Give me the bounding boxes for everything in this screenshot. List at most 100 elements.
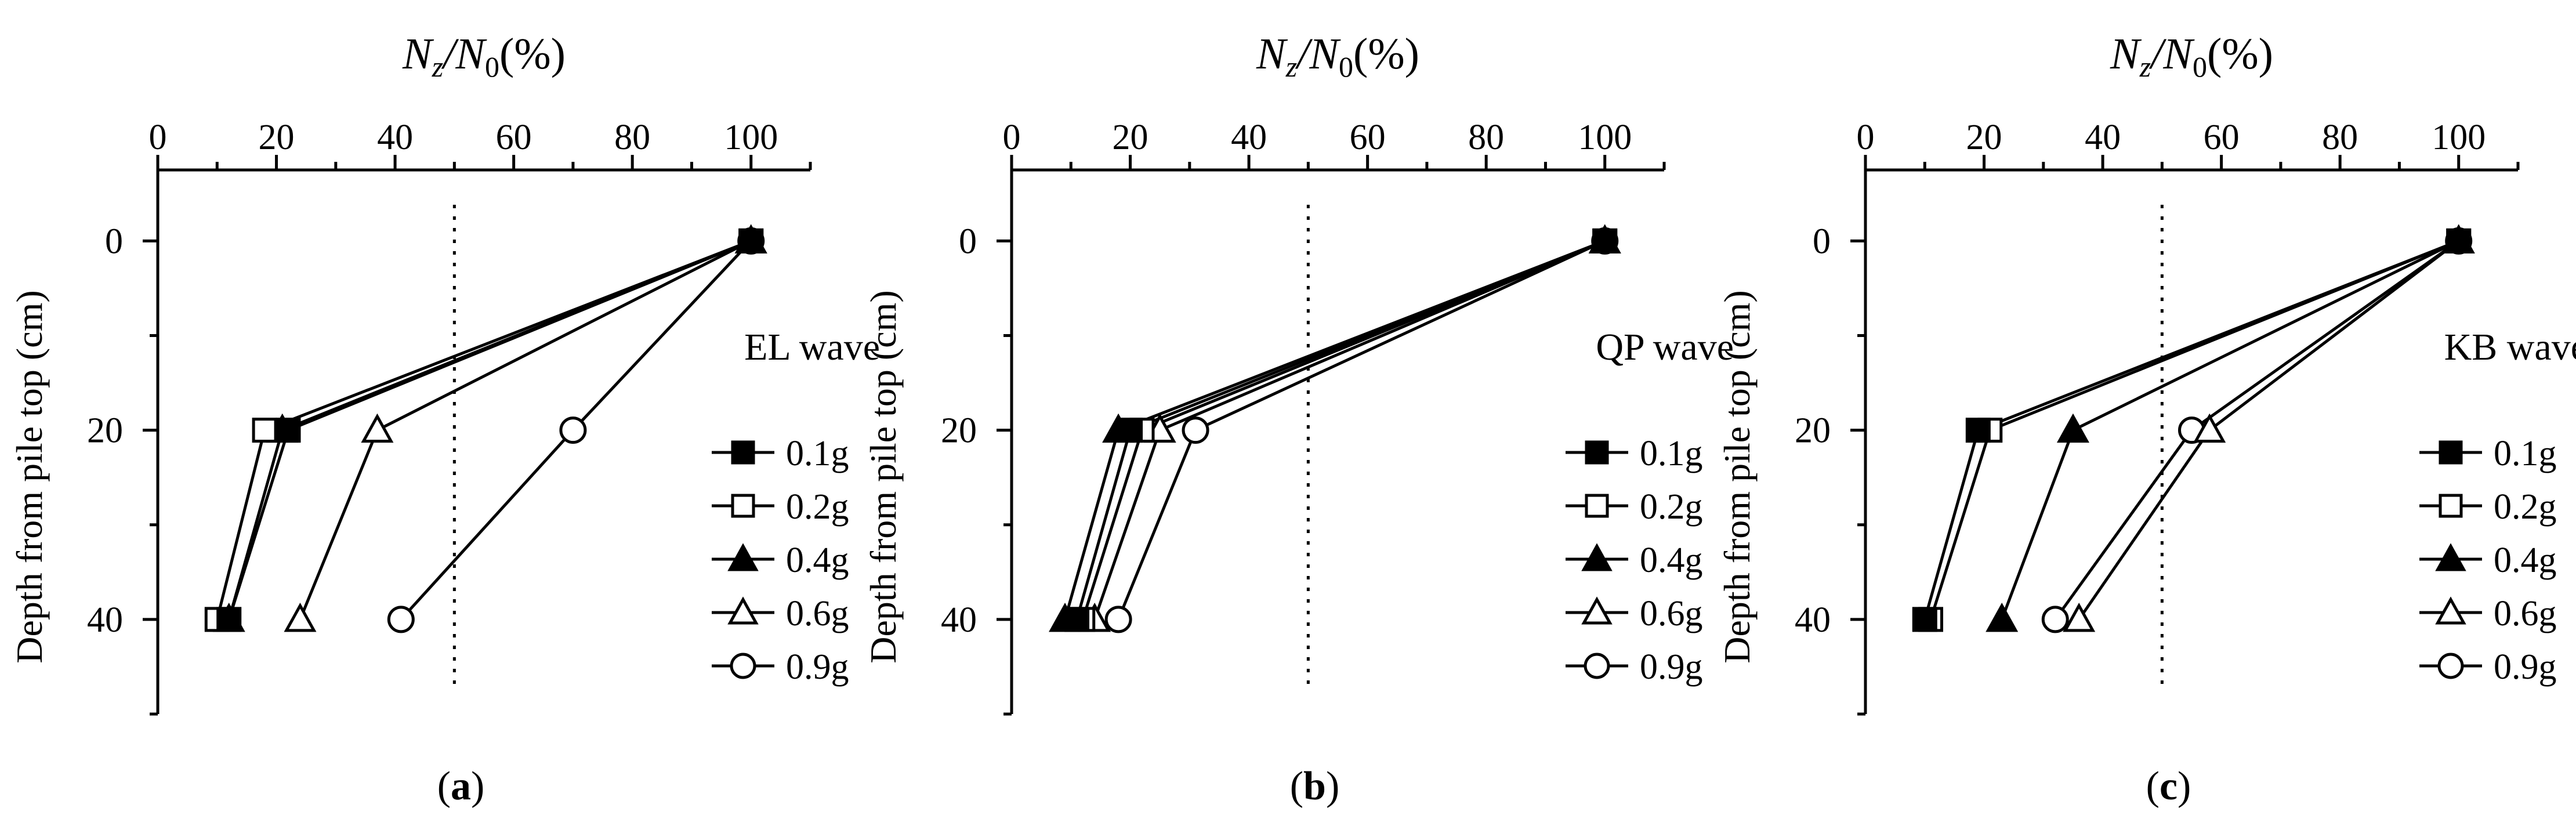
y-axis-title: Depth from pile top (cm) bbox=[1716, 290, 1758, 663]
x-tick-label: 40 bbox=[1231, 118, 1267, 157]
legend-item: 0.9g bbox=[712, 647, 849, 687]
legend-label: 0.6g bbox=[786, 594, 849, 633]
y-tick-label: 0 bbox=[959, 222, 977, 261]
x-tick-label: 60 bbox=[1350, 118, 1386, 157]
panel-caption-letter: b bbox=[1303, 764, 1326, 809]
legend-label: 0.4g bbox=[1640, 541, 1703, 580]
legend-label: 0.4g bbox=[2494, 541, 2557, 580]
panel-caption-letter: c bbox=[2160, 764, 2178, 809]
marker-circle-open bbox=[1182, 416, 1209, 444]
wave-label: KB wave bbox=[2444, 326, 2576, 368]
x-tick-label: 0 bbox=[1857, 118, 1875, 157]
panel-caption: (a) bbox=[437, 764, 485, 809]
x-tick-label: 80 bbox=[614, 118, 650, 157]
marker-triangle-filled bbox=[1986, 602, 2019, 632]
legend-item: 0.2g bbox=[2419, 487, 2557, 527]
x-axis-title: Nz/N0(%) bbox=[1256, 30, 1419, 83]
series-line-0.4g bbox=[227, 240, 752, 620]
marker-square-filled bbox=[738, 228, 764, 253]
x-tick-label: 40 bbox=[2085, 118, 2121, 157]
marker-square-filled bbox=[1912, 607, 1937, 632]
marker-square-filled bbox=[276, 418, 301, 443]
x-tick-label: 60 bbox=[496, 118, 532, 157]
marker-triangle-open bbox=[1581, 596, 1613, 625]
x-tick-label: 20 bbox=[1113, 118, 1148, 157]
x-axis-title-sub0: 0 bbox=[1339, 50, 1353, 83]
legend-label: 0.6g bbox=[2494, 594, 2557, 633]
legend-label: 0.2g bbox=[786, 487, 849, 527]
legend-item: 0.6g bbox=[1566, 594, 1703, 633]
x-axis-title-mid: /N bbox=[1295, 30, 1341, 78]
y-tick-label: 20 bbox=[941, 411, 977, 451]
legend-item: 0.4g bbox=[1566, 541, 1703, 580]
marker-circle-open bbox=[1104, 606, 1132, 633]
marker-square-filled bbox=[1592, 228, 1618, 253]
panel-caption: (b) bbox=[1290, 764, 1340, 809]
marker-triangle-filled bbox=[2435, 543, 2466, 571]
legend-item: 0.9g bbox=[1566, 647, 1703, 687]
legend-label: 0.9g bbox=[2494, 647, 2557, 687]
panel-caption-close: ) bbox=[471, 764, 484, 809]
series-line-0.6g bbox=[2078, 240, 2460, 621]
x-tick-label: 0 bbox=[149, 118, 167, 157]
x-axis-title-n: N bbox=[402, 30, 434, 78]
x-tick-label: 0 bbox=[1003, 118, 1021, 157]
marker-square-filled bbox=[216, 607, 242, 632]
legend-item: 0.2g bbox=[1566, 487, 1703, 527]
x-axis-title-mid: /N bbox=[2149, 30, 2195, 78]
legend-label: 0.4g bbox=[786, 541, 849, 580]
x-axis-title-sub0: 0 bbox=[2193, 50, 2207, 83]
marker-square-open bbox=[1585, 494, 1609, 518]
legend-label: 0.6g bbox=[1640, 594, 1703, 633]
legend-label: 0.9g bbox=[1640, 647, 1703, 687]
x-axis-title-unit: (%) bbox=[2207, 30, 2273, 78]
panel-caption-close: ) bbox=[2178, 764, 2191, 809]
marker-square-filled bbox=[1965, 418, 1991, 443]
x-axis-title: Nz/N0(%) bbox=[2110, 30, 2273, 83]
x-tick-label: 80 bbox=[1468, 118, 1504, 157]
x-axis-title-sub: z bbox=[2139, 50, 2151, 83]
legend-item: 0.6g bbox=[712, 594, 849, 633]
x-tick-label: 100 bbox=[724, 118, 778, 157]
marker-triangle-open bbox=[2193, 413, 2226, 443]
y-tick-label: 40 bbox=[941, 600, 977, 640]
marker-circle-open bbox=[387, 606, 415, 633]
marker-square-filled bbox=[1064, 607, 1089, 632]
series-line-0.1g bbox=[227, 240, 752, 620]
x-tick-label: 100 bbox=[1578, 118, 1632, 157]
x-axis-title-mid: /N bbox=[441, 30, 487, 78]
marker-square-open bbox=[252, 418, 277, 443]
x-tick-label: 20 bbox=[1966, 118, 2002, 157]
marker-circle-open bbox=[1584, 653, 1610, 679]
y-tick-label: 40 bbox=[1795, 600, 1831, 640]
legend-item: 0.4g bbox=[712, 541, 849, 580]
y-tick-label: 0 bbox=[1813, 222, 1831, 261]
marker-triangle-open bbox=[2063, 602, 2096, 632]
series-line-0.6g bbox=[1093, 240, 1606, 620]
legend-label: 0.2g bbox=[2494, 487, 2557, 527]
legend-label: 0.1g bbox=[1640, 434, 1703, 473]
marker-triangle-open bbox=[727, 596, 759, 625]
y-tick-label: 0 bbox=[105, 222, 123, 261]
legend-item: 0.1g bbox=[1566, 434, 1703, 473]
y-tick-label: 20 bbox=[1795, 411, 1831, 451]
x-tick-label: 20 bbox=[259, 118, 295, 157]
legend-item: 0.6g bbox=[2419, 594, 2557, 633]
panel-caption-open: ( bbox=[1290, 764, 1303, 809]
panel-caption-open: ( bbox=[437, 764, 451, 809]
marker-square-filled bbox=[2439, 440, 2463, 465]
x-tick-label: 80 bbox=[2322, 118, 2358, 157]
x-axis-title-unit: (%) bbox=[499, 30, 566, 78]
legend-label: 0.2g bbox=[1640, 487, 1703, 527]
marker-circle-open bbox=[730, 653, 756, 679]
x-tick-label: 100 bbox=[2432, 118, 2486, 157]
x-axis-title-sub0: 0 bbox=[485, 50, 499, 83]
legend-label: 0.1g bbox=[786, 434, 849, 473]
marker-square-open bbox=[731, 494, 755, 518]
y-tick-label: 20 bbox=[87, 411, 123, 451]
legend-label: 0.9g bbox=[786, 647, 849, 687]
wave-label: EL wave bbox=[744, 326, 880, 368]
